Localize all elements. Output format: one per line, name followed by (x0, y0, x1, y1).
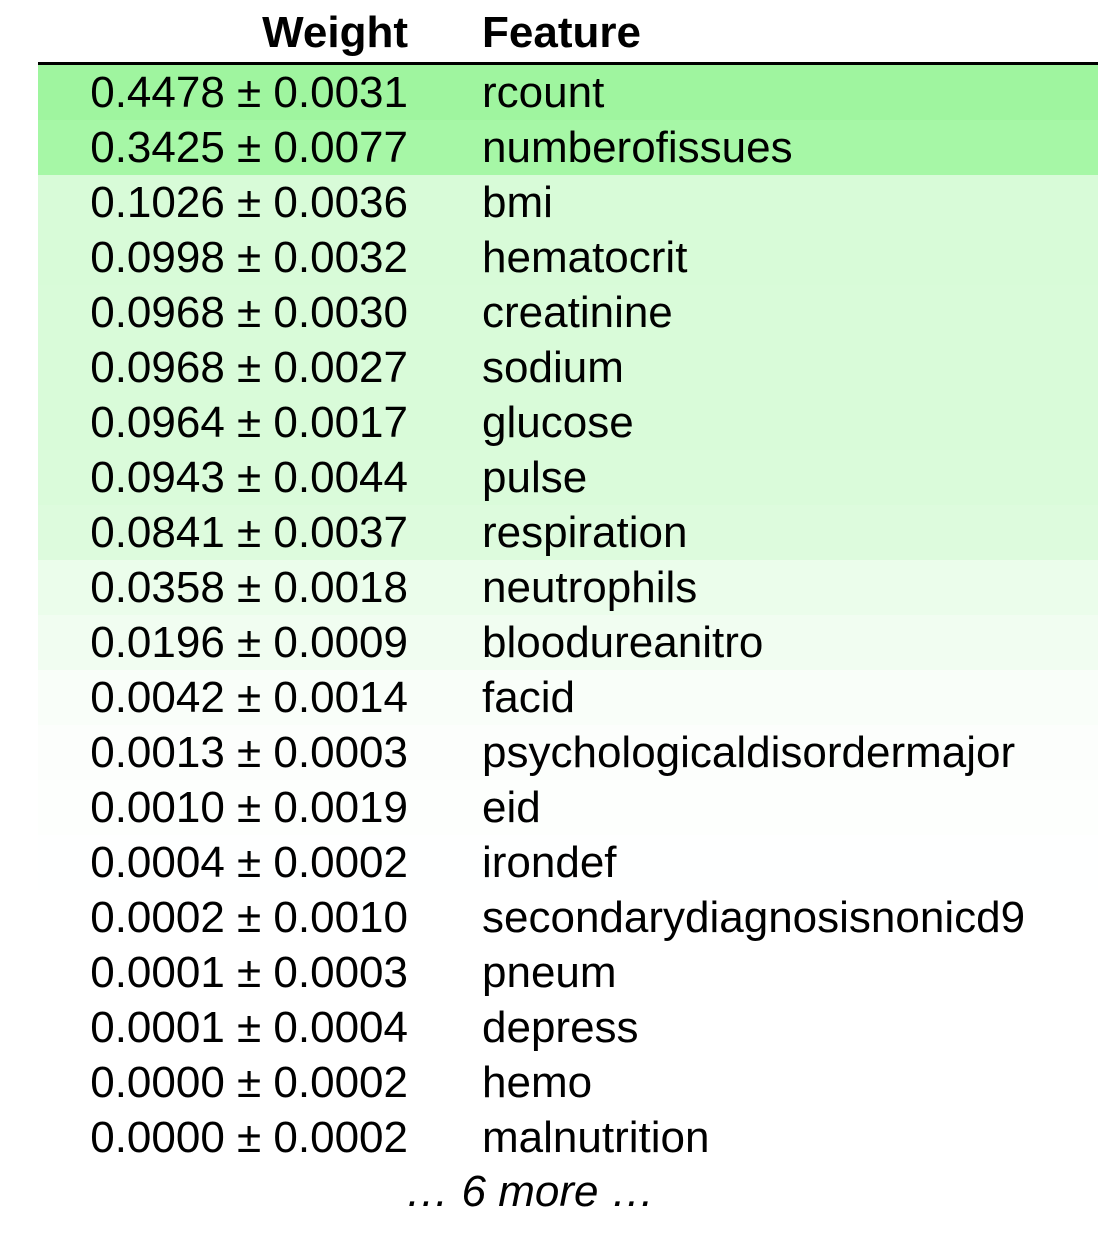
table-row: 0.3425 ± 0.0077 numberofissues (38, 120, 1098, 175)
feature-cell: bmi (482, 178, 553, 227)
weight-cell: 0.0968 ± 0.0027 (90, 343, 408, 392)
feature-cell: glucose (482, 398, 634, 447)
feature-cell: secondarydiagnosisnonicd9 (482, 893, 1026, 942)
table-row: 0.0358 ± 0.0018 neutrophils (38, 560, 1098, 615)
feature-cell: numberofissues (482, 123, 793, 172)
weight-cell: 0.0010 ± 0.0019 (90, 783, 408, 832)
table-row: 0.0010 ± 0.0019 eid (38, 780, 1098, 835)
feature-cell: irondef (482, 838, 617, 887)
table-row: 0.0004 ± 0.0002 irondef (38, 835, 1098, 890)
feature-cell: pulse (482, 453, 588, 502)
table-row: 0.0998 ± 0.0032 hematocrit (38, 230, 1098, 285)
feature-cell: neutrophils (482, 563, 698, 612)
table-row: 0.0968 ± 0.0030 creatinine (38, 285, 1098, 340)
more-rows-note: … 6 more … (405, 1167, 655, 1216)
weight-cell: 0.0002 ± 0.0010 (90, 893, 408, 942)
weight-cell: 0.0196 ± 0.0009 (90, 618, 408, 667)
weight-cell: 0.4478 ± 0.0031 (90, 68, 408, 117)
table-row: 0.0196 ± 0.0009 bloodureanitro (38, 615, 1098, 670)
weight-cell: 0.0004 ± 0.0002 (90, 838, 408, 887)
feature-weights-table: Weight Feature 0.4478 ± 0.0031 rcount 0.34… (38, 6, 1098, 1165)
feature-cell: hematocrit (482, 233, 688, 282)
table-row: 0.0000 ± 0.0002 hemo (38, 1055, 1098, 1110)
table-row: 0.0001 ± 0.0004 depress (38, 1000, 1098, 1055)
weight-cell: 0.0042 ± 0.0014 (90, 673, 408, 722)
table-row: 0.4478 ± 0.0031 rcount (38, 65, 1098, 120)
feature-cell: pneum (482, 948, 617, 997)
weight-cell: 0.0358 ± 0.0018 (90, 563, 408, 612)
table-row: 0.0964 ± 0.0017 glucose (38, 395, 1098, 450)
feature-cell: facid (482, 673, 575, 722)
feature-cell: creatinine (482, 288, 673, 337)
weight-cell: 0.0998 ± 0.0032 (90, 233, 408, 282)
table-row: 0.0841 ± 0.0037 respiration (38, 505, 1098, 560)
weight-column-header: Weight (262, 8, 408, 57)
weight-cell: 0.3425 ± 0.0077 (90, 123, 408, 172)
table-row: 0.0042 ± 0.0014 facid (38, 670, 1098, 725)
feature-cell: respiration (482, 508, 688, 557)
feature-cell: eid (482, 783, 541, 832)
weight-cell: 0.0841 ± 0.0037 (90, 508, 408, 557)
weight-cell: 0.0968 ± 0.0030 (90, 288, 408, 337)
table-row: 0.0013 ± 0.0003 psychologicaldisordermajo… (38, 725, 1098, 780)
feature-cell: bloodureanitro (482, 618, 764, 667)
feature-cell: depress (482, 1003, 639, 1052)
feature-cell: hemo (482, 1058, 593, 1107)
table-body: 0.4478 ± 0.0031 rcount 0.3425 ± 0.0077 numb… (38, 65, 1098, 1165)
table-header: Weight Feature (38, 6, 1098, 65)
table-row: 0.0001 ± 0.0003 pneum (38, 945, 1098, 1000)
weight-cell: 0.0000 ± 0.0002 (90, 1058, 408, 1107)
weight-cell: 0.0013 ± 0.0003 (90, 728, 408, 777)
weight-cell: 0.0001 ± 0.0004 (90, 1003, 408, 1052)
table-row: 0.0002 ± 0.0010 secondarydiagnosisnonicd9 (38, 890, 1098, 945)
feature-cell: rcount (482, 68, 605, 117)
table-row: 0.0968 ± 0.0027 sodium (38, 340, 1098, 395)
weight-cell: 0.0943 ± 0.0044 (90, 453, 408, 502)
feature-cell: malnutrition (482, 1113, 710, 1162)
table-row: 0.1026 ± 0.0036 bmi (38, 175, 1098, 230)
weight-cell: 0.0000 ± 0.0002 (90, 1113, 408, 1162)
feature-column-header: Feature (482, 8, 641, 57)
feature-cell: sodium (482, 343, 624, 392)
table-row: 0.0000 ± 0.0002 malnutrition (38, 1110, 1098, 1165)
weight-cell: 0.0964 ± 0.0017 (90, 398, 408, 447)
table-row: 0.0943 ± 0.0044 pulse (38, 450, 1098, 505)
weight-cell: 0.1026 ± 0.0036 (90, 178, 408, 227)
feature-cell: psychologicaldisordermajor (482, 728, 1016, 777)
weight-cell: 0.0001 ± 0.0003 (90, 948, 408, 997)
